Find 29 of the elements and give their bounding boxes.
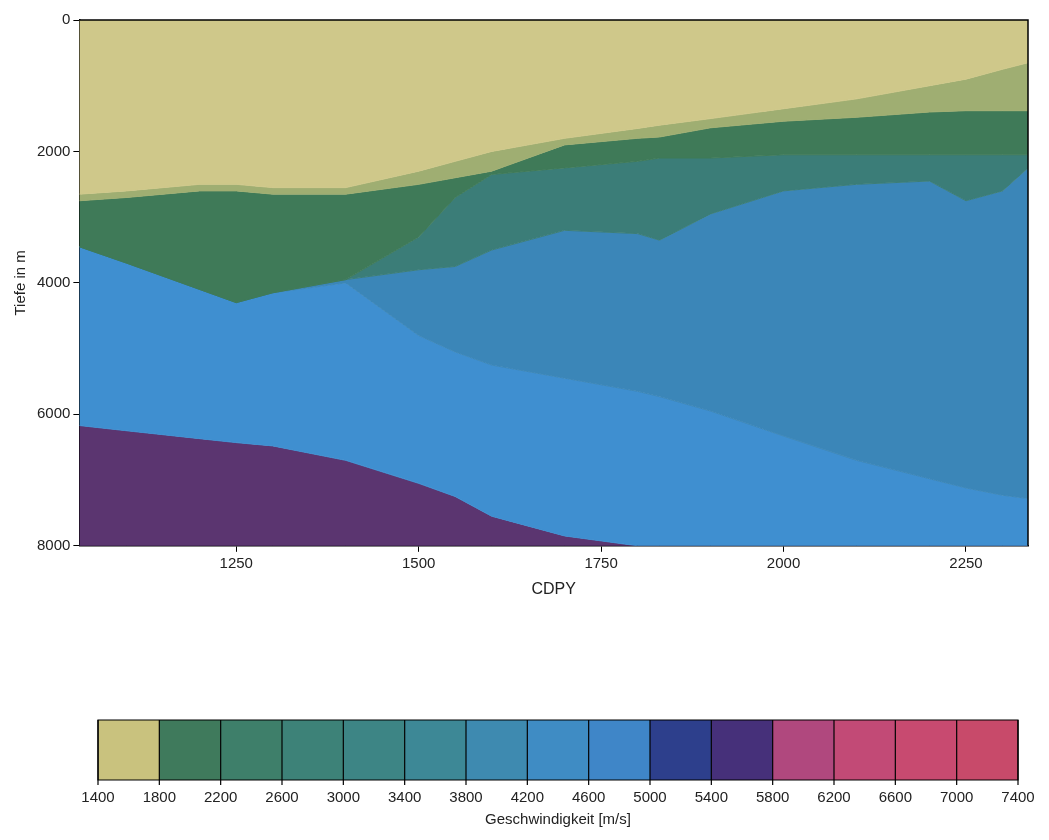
color-bar-label: 2200 bbox=[203, 787, 238, 805]
color-bar-label: 7000 bbox=[939, 787, 974, 805]
color-bar-label: 2600 bbox=[265, 787, 299, 805]
color-bar-label: 1800 bbox=[142, 787, 177, 805]
x-tick-label: 1750 bbox=[584, 553, 618, 571]
color-bar-label: 4600 bbox=[571, 787, 606, 805]
color-bar-label: 4200 bbox=[510, 787, 545, 805]
color-bar-label: 5400 bbox=[694, 787, 729, 805]
y-axis-title: Tiefe in m bbox=[11, 250, 29, 316]
color-bar-label: 3000 bbox=[326, 787, 361, 805]
y-tick-label: 2000 bbox=[36, 141, 71, 159]
y-tick-label: 4000 bbox=[36, 273, 71, 291]
color-bar-label: 7400 bbox=[1001, 787, 1035, 805]
color-bar-title: Geschwindigkeit [m/s] bbox=[485, 809, 631, 827]
y-tick-label: 8000 bbox=[36, 535, 71, 553]
color-bar-label: 3800 bbox=[449, 787, 483, 805]
x-tick-label: 2000 bbox=[766, 553, 801, 571]
color-bar-label: 5000 bbox=[633, 787, 667, 805]
color-bar-label: 6600 bbox=[878, 787, 913, 805]
color-bar-label: 3400 bbox=[387, 787, 422, 805]
x-tick-label: 1250 bbox=[219, 553, 253, 571]
x-tick-label: 2250 bbox=[949, 553, 983, 571]
x-tick-label: 1500 bbox=[402, 553, 436, 571]
y-tick-label: 0 bbox=[62, 10, 71, 28]
color-bar-label: 6200 bbox=[817, 787, 851, 805]
color-bar-label: 1400 bbox=[81, 787, 115, 805]
x-axis-title: CDPY bbox=[531, 579, 577, 597]
y-tick-label: 6000 bbox=[36, 404, 71, 422]
color-bar-label: 5800 bbox=[755, 787, 790, 805]
